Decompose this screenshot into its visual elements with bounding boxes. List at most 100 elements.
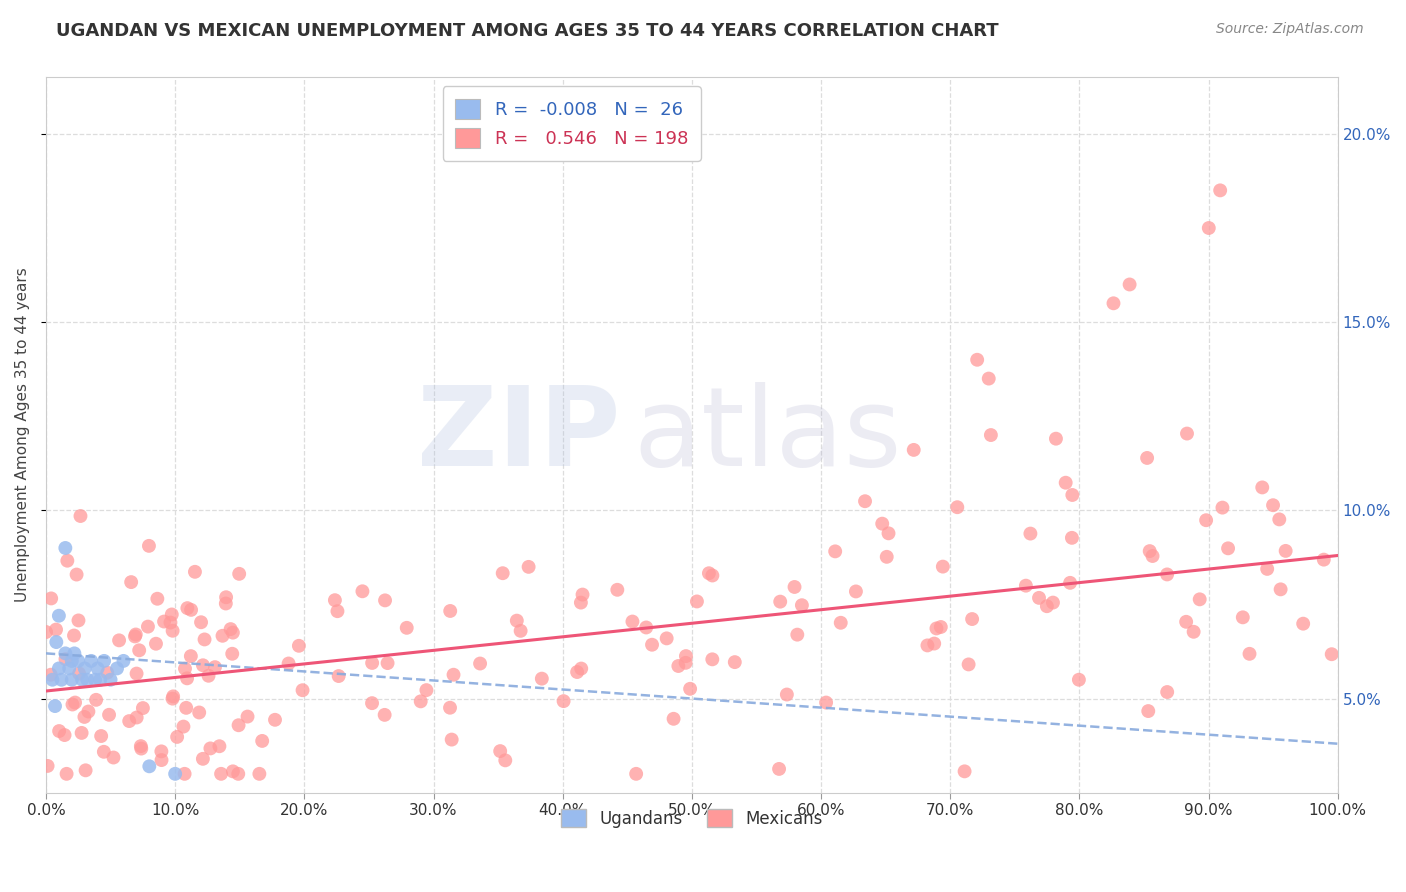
Point [824,544,846,558]
Point [932,559,955,574]
Point [1060,531,1083,545]
Point [98,707,121,722]
Point [44,699,66,714]
Point [675,649,697,664]
Text: Source: ZipAtlas.com: Source: ZipAtlas.com [1216,22,1364,37]
Point [67,654,90,668]
Point [1118,277,1140,292]
Point [925,622,948,636]
Point [136,619,159,633]
Point [1182,624,1205,639]
Point [55,767,77,781]
Point [138,759,160,773]
Point [655,632,678,646]
Point [1211,500,1233,515]
Point [440,732,463,747]
Legend: Ugandans, Mexicans: Ugandans, Mexicans [554,803,830,834]
Point [174,662,197,676]
Point [215,597,238,611]
Point [62,698,84,712]
Point [112,654,135,668]
Point [67,666,90,681]
Point [150,744,173,758]
Point [1139,544,1161,558]
Point [291,683,314,698]
Point [960,612,983,626]
Point [60,654,83,668]
Point [1261,498,1284,512]
Point [172,720,194,734]
Point [1232,610,1254,624]
Point [176,601,198,615]
Point [153,615,176,629]
Point [1137,704,1160,718]
Point [1036,599,1059,614]
Point [45,635,67,649]
Point [1195,513,1218,527]
Point [103,750,125,764]
Point [870,516,893,531]
Point [159,615,181,630]
Point [506,614,529,628]
Point [288,639,311,653]
Point [48,724,70,739]
Point [1028,591,1050,605]
Point [415,683,437,698]
Point [1175,426,1198,441]
Point [86,661,108,675]
Point [277,657,299,671]
Point [786,627,808,641]
Point [1156,685,1178,699]
Point [41,673,63,687]
Point [138,539,160,553]
Point [517,560,540,574]
Point [63,696,86,710]
Point [917,639,939,653]
Point [69,509,91,524]
Point [1216,541,1239,556]
Point [204,660,226,674]
Point [165,767,187,781]
Point [1102,296,1125,310]
Point [1067,673,1090,687]
Point [180,649,202,664]
Point [67,614,90,628]
Point [65,567,87,582]
Point [977,371,1000,385]
Point [166,730,188,744]
Point [1136,450,1159,465]
Point [53,728,76,742]
Point [1209,183,1232,197]
Point [1062,488,1084,502]
Point [675,656,697,670]
Point [323,593,346,607]
Point [1274,544,1296,558]
Point [184,565,207,579]
Point [191,658,214,673]
Point [100,673,122,687]
Point [624,767,647,781]
Point [120,575,142,590]
Point [953,764,976,779]
Point [56,554,79,568]
Point [1239,647,1261,661]
Point [1015,579,1038,593]
Point [468,657,491,671]
Point [903,442,925,457]
Point [51,673,73,687]
Point [636,620,658,634]
Point [1268,512,1291,526]
Point [162,624,184,638]
Point [146,591,169,606]
Point [876,549,898,564]
Text: UGANDAN VS MEXICAN UNEMPLOYMENT AMONG AGES 35 TO 44 YEARS CORRELATION CHART: UGANDAN VS MEXICAN UNEMPLOYMENT AMONG AG… [56,22,998,40]
Point [191,752,214,766]
Point [53,541,76,555]
Point [666,659,689,673]
Point [815,696,838,710]
Point [70,673,93,687]
Point [1019,526,1042,541]
Point [162,690,184,704]
Point [509,624,531,638]
Point [219,622,242,636]
